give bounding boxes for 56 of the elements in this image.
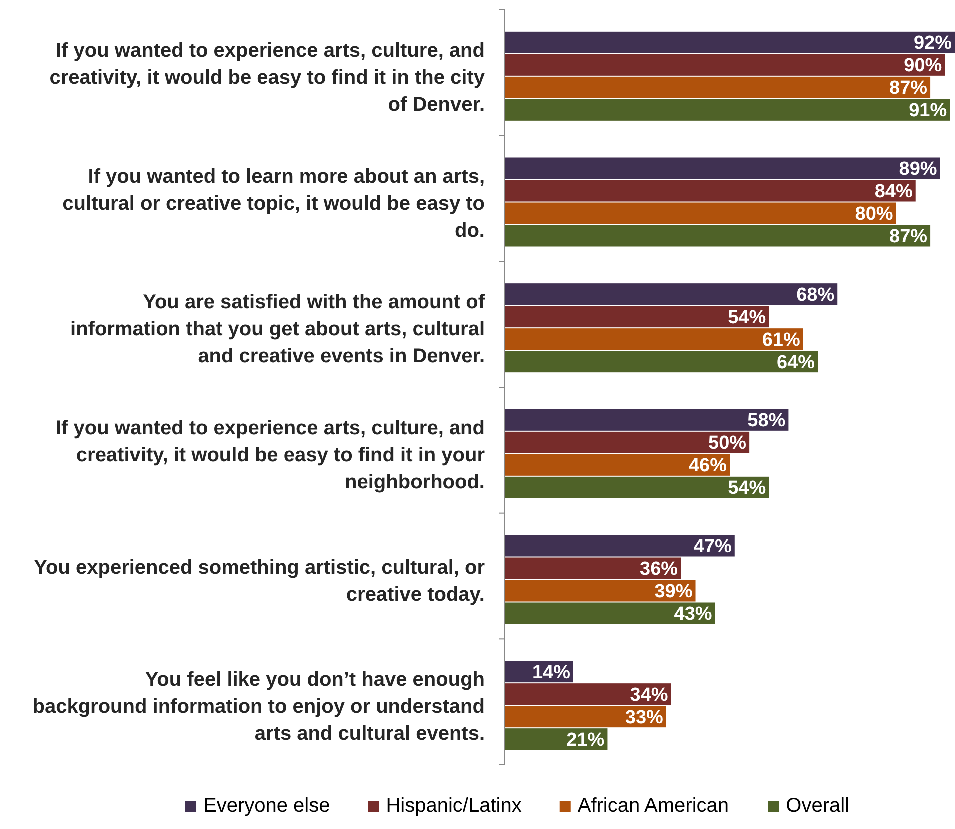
bar bbox=[505, 54, 946, 76]
data-label: 91% bbox=[909, 100, 948, 122]
data-label: 61% bbox=[762, 330, 800, 351]
bar bbox=[505, 684, 672, 706]
y-tick-label: If you wanted to experience arts, culture, and creativity, it would be easy to find it in the city of Denver. bbox=[50, 40, 486, 116]
data-label: 50% bbox=[708, 433, 747, 454]
bar bbox=[505, 409, 789, 431]
bar bbox=[505, 602, 716, 624]
bar bbox=[505, 202, 896, 224]
data-label: 14% bbox=[532, 662, 571, 684]
bar bbox=[505, 476, 770, 498]
data-label: 87% bbox=[890, 226, 928, 248]
y-tick-label: If you wanted to learn more about an arts, cultural or creative topic, it would be easy to do. bbox=[62, 166, 485, 242]
data-label: 39% bbox=[654, 582, 693, 603]
legend-label: African American bbox=[578, 795, 730, 817]
data-label: 36% bbox=[640, 559, 678, 580]
bar bbox=[505, 180, 916, 202]
bar bbox=[505, 706, 666, 728]
bar bbox=[505, 306, 770, 328]
data-label: 47% bbox=[694, 536, 732, 558]
bar bbox=[505, 432, 750, 454]
data-label: 33% bbox=[625, 707, 664, 728]
legend-label: Overall bbox=[786, 795, 850, 817]
data-label: 84% bbox=[874, 182, 913, 203]
bar bbox=[505, 32, 955, 54]
y-tick-label: You feel like you don’t have enough background information to enjoy or understand arts and cultural events. bbox=[32, 669, 485, 746]
data-label: 89% bbox=[899, 159, 938, 180]
y-tick-label: You experienced something artistic, cultural, or creative today. bbox=[34, 556, 486, 606]
y-tick-label: If you wanted to experience arts, culture, and creativity, it would be easy to find it in your neighborhood. bbox=[56, 417, 486, 494]
data-label: 92% bbox=[914, 33, 952, 54]
data-label: 90% bbox=[904, 56, 942, 77]
data-label: 68% bbox=[796, 284, 835, 306]
data-label: 58% bbox=[748, 410, 786, 432]
bar bbox=[505, 158, 940, 180]
data-label: 43% bbox=[674, 604, 712, 626]
data-label: 54% bbox=[728, 478, 766, 500]
data-label: 21% bbox=[566, 730, 605, 751]
legend-label: Everyone else bbox=[204, 795, 330, 817]
data-label: 34% bbox=[630, 684, 668, 706]
legend-label: Hispanic/Latinx bbox=[386, 795, 522, 817]
data-label: 46% bbox=[688, 456, 728, 477]
data-label: 54% bbox=[728, 307, 766, 328]
bar bbox=[505, 454, 730, 476]
bar bbox=[505, 580, 696, 602]
y-tick-label: You are satisfied with the amount of information that you get about arts, cultural and creative events in Denver. bbox=[70, 292, 486, 368]
bar bbox=[505, 328, 804, 350]
bar bbox=[505, 535, 735, 557]
bar bbox=[505, 558, 682, 580]
bar bbox=[505, 99, 950, 121]
bar bbox=[505, 351, 818, 373]
bar bbox=[505, 225, 931, 247]
bar bbox=[505, 76, 931, 98]
data-label: 80% bbox=[855, 204, 894, 226]
data-label: 87% bbox=[890, 78, 928, 100]
data-label: 64% bbox=[777, 352, 816, 374]
bar bbox=[505, 284, 838, 306]
